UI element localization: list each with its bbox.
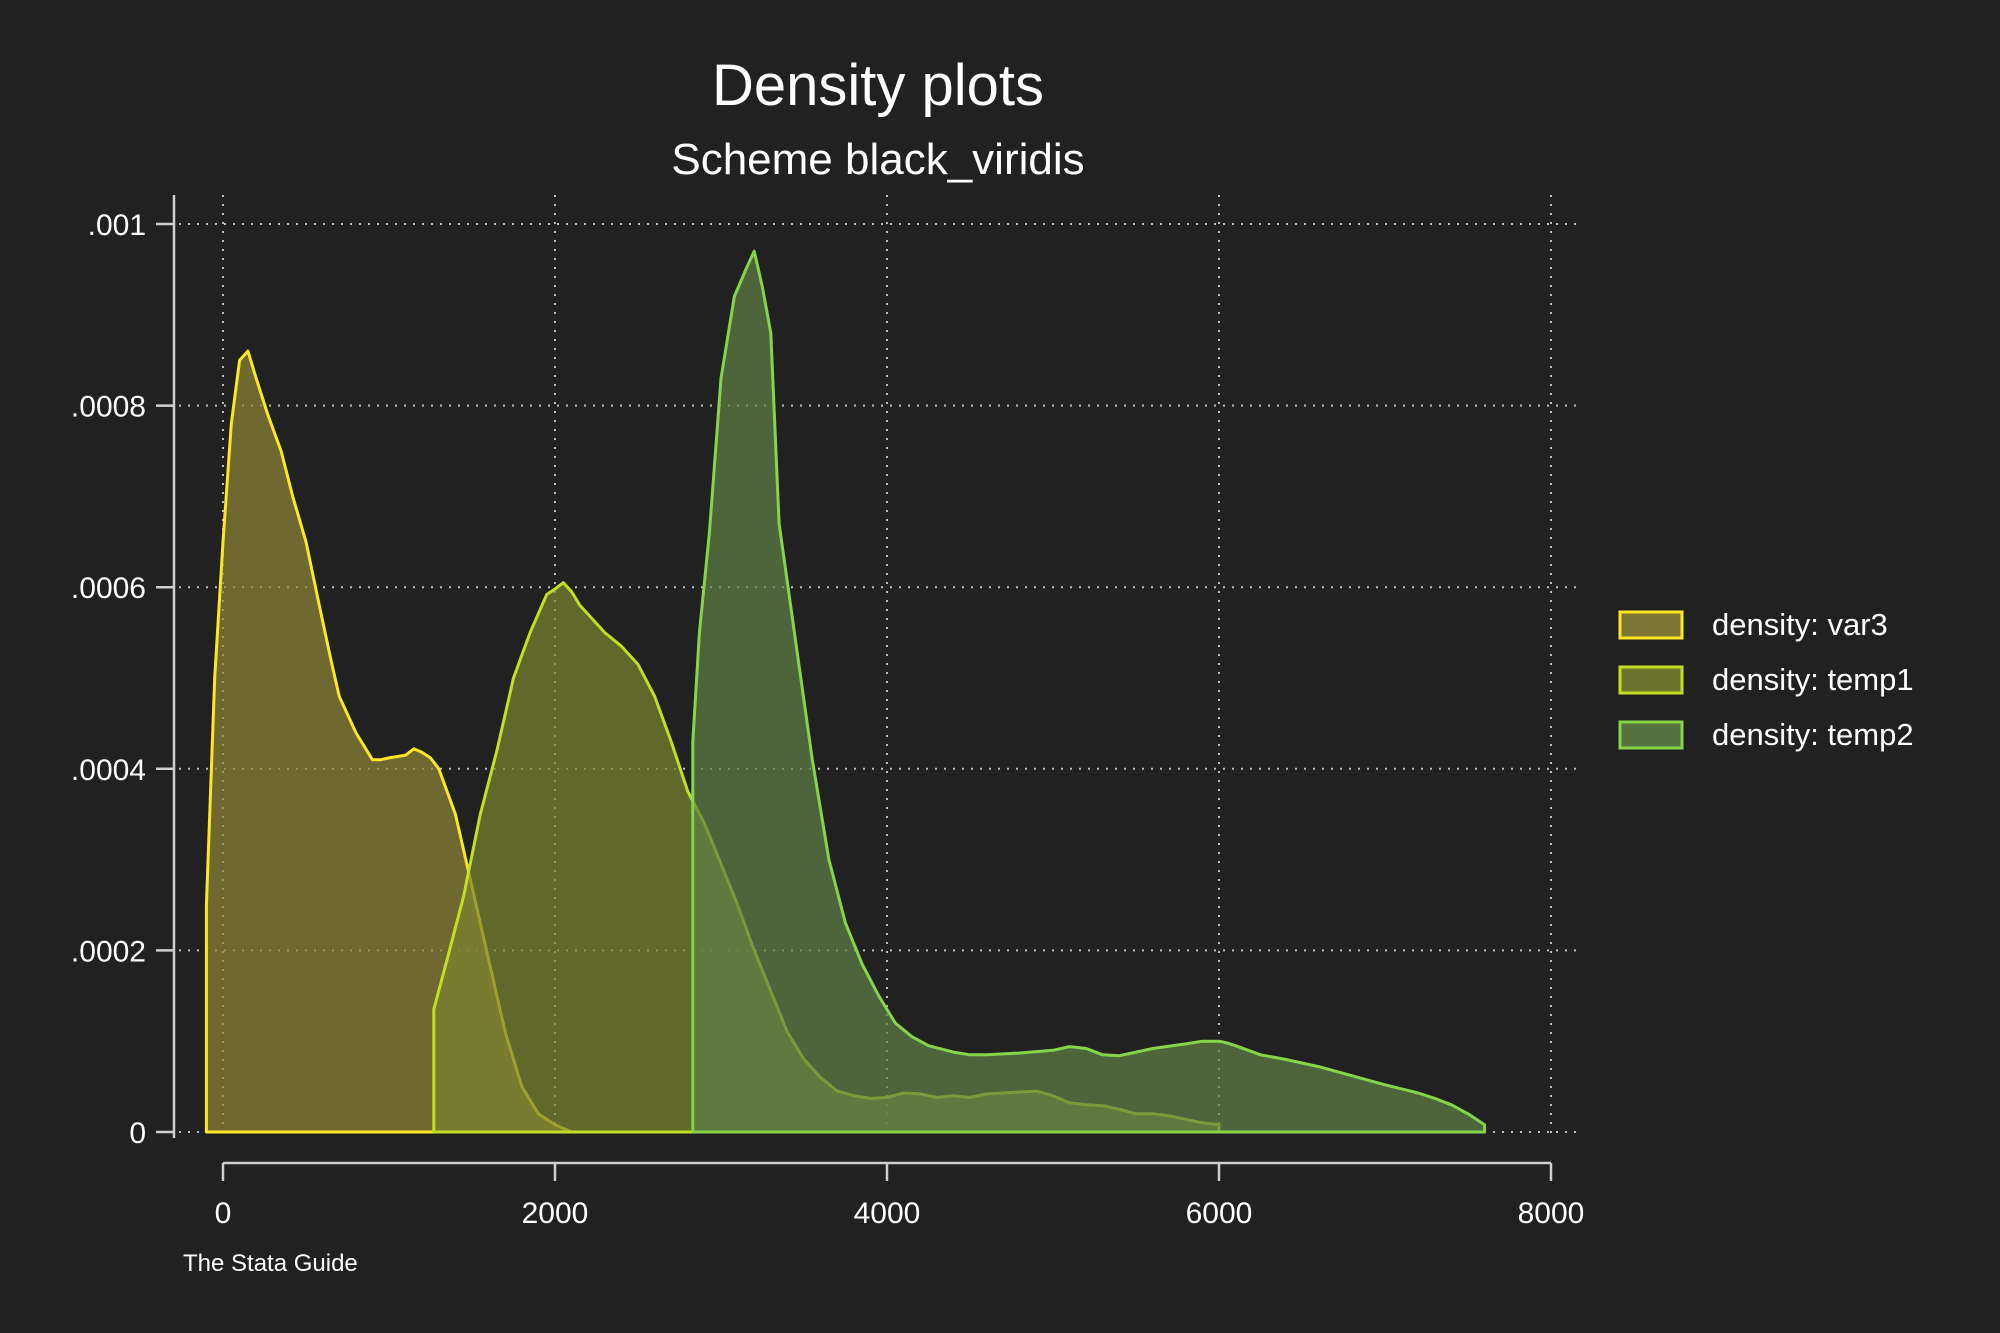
legend: density: var3 density: temp1 density: temp… (1618, 607, 1914, 752)
legend-swatch (1618, 720, 1684, 750)
chart-subtitle: Scheme black_viridis (671, 135, 1084, 184)
y-tick-label: .0008 (71, 391, 146, 424)
x-tick-label: 2000 (522, 1197, 589, 1230)
y-tick-label: .0006 (71, 572, 146, 605)
chart-title: Density plots (712, 53, 1044, 118)
legend-swatch (1618, 610, 1684, 640)
legend-label: density: temp2 (1712, 717, 1914, 752)
legend-swatch (1618, 665, 1684, 695)
area-density-temp2 (691, 249, 1487, 1134)
legend-label: density: var3 (1712, 607, 1888, 642)
legend-label: density: temp1 (1712, 662, 1914, 697)
x-tick-label: 0 (215, 1197, 232, 1230)
x-tick-label: 6000 (1186, 1197, 1253, 1230)
axes: 0 .0002 .0004 .0006 .0008 .001 0 2000 4000 6000 80… (71, 195, 1584, 1230)
y-tick-label: 0 (129, 1117, 146, 1150)
y-tick-label: .001 (88, 209, 146, 242)
y-tick-label: .0004 (71, 754, 146, 787)
x-tick-label: 8000 (1518, 1197, 1585, 1230)
x-tick-label: 4000 (854, 1197, 921, 1230)
y-tick-label: .0002 (71, 935, 146, 968)
density-areas (204, 249, 1487, 1134)
chart-note: The Stata Guide (183, 1250, 358, 1277)
